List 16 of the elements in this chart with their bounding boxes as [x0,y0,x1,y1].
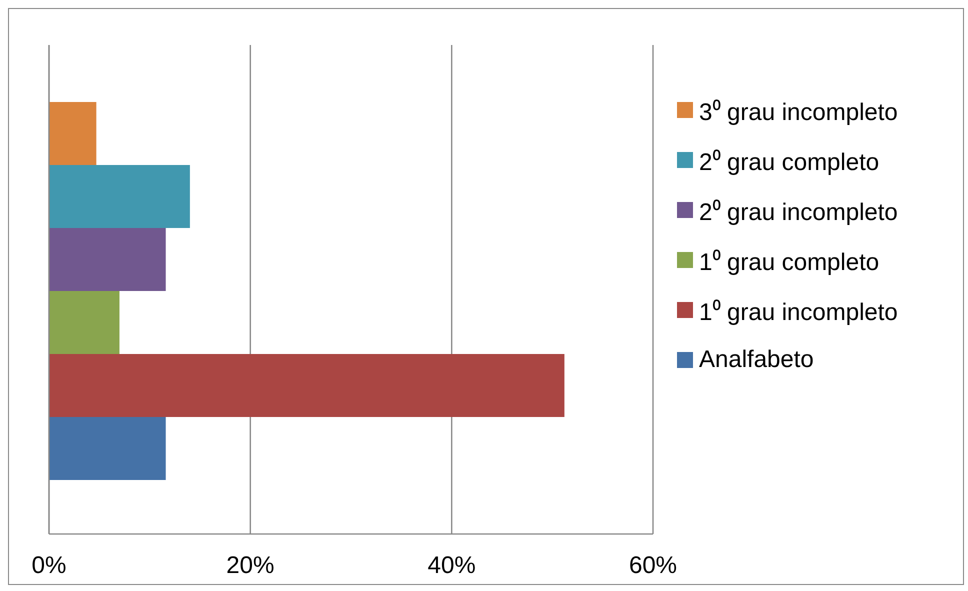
legend-label: 1⁰ grau incompleto [699,298,898,326]
x-tick-label: 0% [32,552,66,580]
bar [49,291,120,354]
bar [49,228,166,291]
bar [49,354,564,417]
legend-label: 2⁰ grau incompleto [699,198,898,226]
bar [49,102,96,165]
x-tick-label: 60% [628,552,678,580]
bar [49,417,166,480]
legend-label: 2⁰ grau completo [699,148,880,176]
bar [49,165,190,228]
legend-label: 1⁰ grau completo [699,248,880,276]
legend-label: 3⁰ grau incompleto [699,98,898,126]
x-tick-label: 20% [226,552,274,580]
x-tick-label: 40% [428,552,476,580]
legend-label: Analfabeto [699,346,814,374]
